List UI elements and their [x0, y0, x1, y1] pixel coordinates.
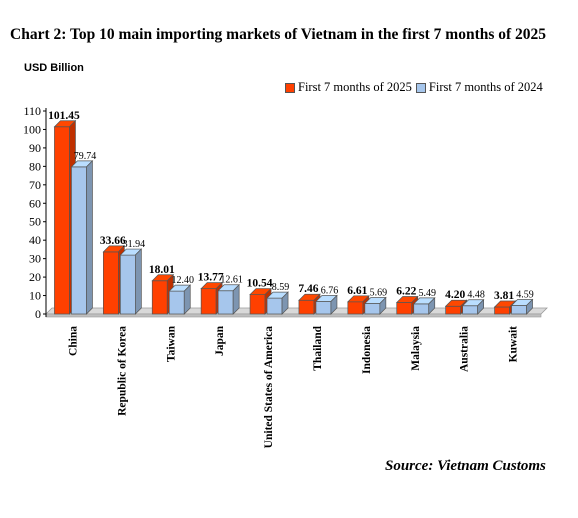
- bar-front: [396, 302, 413, 315]
- category-label-indonesia: Indonesia: [361, 326, 373, 374]
- data-label-2024-kuwait: 4.59: [516, 290, 534, 301]
- bar-side: [281, 291, 289, 315]
- bar-2024-indonesia: [364, 296, 387, 315]
- legend-label-2024: First 7 months of 2024: [428, 80, 543, 94]
- bar-front: [445, 305, 461, 315]
- data-label-2025-thailand: 7.46: [298, 283, 318, 295]
- bar-front: [494, 306, 510, 315]
- data-label-2024-united-states-of-america: 8.59: [272, 282, 290, 293]
- data-label-2024-japan: 12.61: [220, 275, 243, 286]
- bar-side: [183, 284, 191, 315]
- bar-front: [413, 303, 430, 315]
- y-tick-label: 100: [23, 122, 41, 136]
- bar-2024-australia: [461, 298, 485, 315]
- bar-front: [54, 126, 70, 315]
- category-label-japan: Japan: [214, 325, 226, 356]
- bar-side: [330, 294, 338, 315]
- data-label-2025-malaysia: 6.22: [396, 286, 416, 298]
- bar-side: [526, 298, 533, 315]
- bar-group: [53, 119, 534, 315]
- bar-front: [102, 251, 119, 315]
- bar-front: [298, 299, 315, 315]
- bar-2024-thailand: [315, 294, 338, 315]
- bar-side: [232, 283, 240, 315]
- category-label-group: China Republic of Korea Taiwan Japan United …: [67, 325, 519, 448]
- bar-front: [511, 305, 527, 315]
- bar-front: [462, 305, 478, 315]
- bar-2024-republic-of-korea: [119, 248, 143, 315]
- bar-front: [200, 288, 217, 315]
- y-tick-label: 60: [29, 196, 41, 210]
- y-tick-label: 20: [29, 270, 41, 284]
- y-tick-label: 40: [29, 233, 41, 247]
- bar-side: [379, 296, 387, 315]
- bar-side: [428, 297, 436, 315]
- bar-front: [217, 290, 234, 315]
- y-tick-label: 50: [29, 215, 41, 229]
- bar-front: [151, 280, 168, 315]
- bar-front: [347, 301, 364, 315]
- bar-2024-china: [70, 159, 94, 315]
- bar-front: [266, 297, 283, 315]
- category-label-kuwait: Kuwait: [508, 326, 520, 363]
- data-label-2025-republic-of-korea: 33.66: [100, 235, 126, 247]
- bar-front: [364, 303, 381, 315]
- data-label-2024-china: 79.74: [74, 151, 97, 162]
- y-tick-label: 70: [29, 178, 41, 192]
- data-label-2025-united-states-of-america: 10.54: [247, 278, 273, 290]
- category-label-republic-of-korea: Republic of Korea: [116, 326, 128, 416]
- bar-2024-kuwait: [510, 298, 534, 315]
- legend-item-2024: First 7 months of 2024: [415, 80, 543, 95]
- y-tick-label: 30: [29, 252, 41, 266]
- bar-front: [315, 301, 332, 315]
- bar-side: [135, 248, 142, 315]
- data-label-2024-republic-of-korea: 31.94: [123, 239, 146, 250]
- chart-title: Chart 2: Top 10 main importing markets o…: [10, 26, 547, 43]
- y-axis-unit-label: USD Billion: [24, 62, 84, 74]
- data-label-2025-australia: 4.20: [445, 289, 465, 301]
- category-label-united-states-of-america: United States of America: [263, 326, 275, 449]
- category-label-malaysia: Malaysia: [410, 326, 422, 371]
- data-label-2025-indonesia: 6.61: [347, 285, 367, 297]
- y-tick-label: 10: [29, 289, 41, 303]
- bar-side: [477, 298, 484, 315]
- data-label-2024-taiwan: 12.40: [172, 275, 195, 286]
- bar-front: [249, 294, 266, 315]
- legend: First 7 months of 2025 First 7 months of…: [285, 80, 547, 95]
- data-label-2025-china: 101.45: [48, 110, 80, 122]
- data-label-2025-japan: 13.77: [198, 272, 224, 284]
- category-label-china: China: [67, 326, 79, 356]
- bar-2024-taiwan: [168, 284, 192, 315]
- y-tick-label: 80: [29, 159, 41, 173]
- data-label-2024-malaysia: 5.49: [419, 288, 437, 299]
- category-label-taiwan: Taiwan: [165, 325, 177, 362]
- data-label-2024-australia: 4.48: [467, 290, 485, 301]
- category-label-thailand: Thailand: [312, 325, 324, 370]
- floor-edge: [45, 313, 542, 318]
- bar-2024-malaysia: [412, 297, 436, 315]
- bar-front: [168, 290, 185, 315]
- legend-swatch-2024: [415, 82, 426, 93]
- data-label-2024-thailand: 6.76: [321, 286, 339, 297]
- bar-front: [119, 254, 136, 315]
- y-tick-label: 110: [23, 104, 41, 118]
- bar-2024-united-states-of-america: [266, 291, 289, 315]
- y-tick-label: 0: [35, 307, 41, 321]
- bar-2024-japan: [217, 283, 240, 315]
- legend-item-2025: First 7 months of 2025: [285, 80, 412, 95]
- data-label-2024-indonesia: 5.69: [370, 287, 388, 298]
- legend-swatch-2025: [285, 82, 295, 93]
- category-label-australia: Australia: [459, 326, 471, 372]
- y-axis: 0 10 20 30 40 50 60 70 80 90 100 110: [23, 104, 47, 321]
- bar-side: [86, 159, 93, 315]
- legend-label-2025: First 7 months of 2025: [298, 80, 412, 94]
- source-note: Source: Vietnam Customs: [385, 458, 546, 474]
- bar-front: [71, 166, 87, 315]
- data-label-2025-taiwan: 18.01: [149, 264, 175, 276]
- y-tick-label: 90: [29, 141, 41, 155]
- data-label-2025-kuwait: 3.81: [494, 290, 514, 302]
